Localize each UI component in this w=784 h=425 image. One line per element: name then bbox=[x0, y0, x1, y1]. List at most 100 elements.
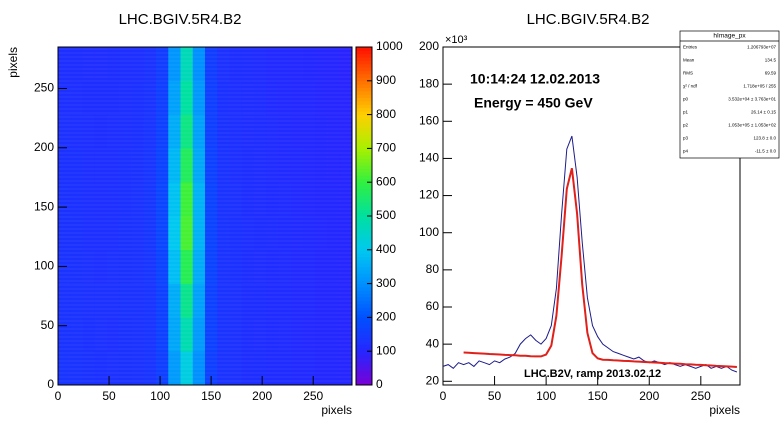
heat-cell bbox=[192, 249, 206, 284]
y-exponent: ×10³ bbox=[445, 34, 468, 46]
heat-cell bbox=[278, 148, 292, 183]
colorbar-segment bbox=[356, 148, 372, 153]
stats-name: p1 bbox=[683, 110, 689, 115]
heat-cell bbox=[82, 47, 96, 82]
annotation: LHC.B2V, ramp 2013.02.12 bbox=[524, 368, 661, 380]
colorbar-segment bbox=[356, 286, 372, 291]
heat-cell bbox=[156, 216, 169, 251]
heat-cell bbox=[180, 80, 194, 115]
heat-cell bbox=[143, 114, 157, 149]
heat-cell bbox=[82, 216, 96, 251]
colorbar-segment bbox=[356, 97, 372, 102]
colorbar-segment bbox=[356, 378, 372, 383]
heat-cell bbox=[303, 148, 316, 183]
heat-cell bbox=[168, 283, 181, 318]
heat-cell bbox=[58, 47, 71, 82]
colorbar-segment bbox=[356, 256, 372, 261]
x-axis-label: pixels bbox=[321, 403, 352, 417]
colorbar-segment bbox=[356, 87, 372, 92]
heat-cell bbox=[254, 80, 267, 115]
heat-cell bbox=[119, 317, 132, 352]
colorbar-segment bbox=[356, 47, 372, 51]
colorbar-segment bbox=[356, 205, 372, 210]
y-tick-label: 120 bbox=[419, 188, 439, 202]
x-tick-label: 200 bbox=[252, 389, 272, 403]
heat-cell bbox=[70, 216, 83, 251]
colorbar-segment bbox=[356, 50, 372, 55]
heat-cell bbox=[241, 47, 255, 82]
annotation: Energy = 450 GeV bbox=[474, 95, 593, 111]
heat-cell bbox=[266, 216, 279, 251]
heat-cell bbox=[94, 182, 108, 217]
stats-name: p4 bbox=[683, 149, 689, 154]
stats-name: RMS bbox=[683, 71, 693, 76]
colorbar-segment bbox=[356, 243, 372, 247]
heat-cell bbox=[327, 351, 341, 386]
heat-cell bbox=[107, 317, 120, 352]
colorbar-segment bbox=[356, 182, 372, 186]
y-tick-label: 100 bbox=[419, 225, 439, 239]
heat-cell bbox=[205, 249, 218, 284]
heat-cell bbox=[339, 114, 353, 149]
chart-title: LHC.BGIV.5R4.B2 bbox=[527, 11, 650, 28]
colorbar-segment bbox=[356, 128, 372, 132]
colorbar-label: 400 bbox=[376, 242, 396, 256]
heat-cell bbox=[217, 216, 230, 251]
heat-cell bbox=[266, 283, 279, 318]
heat-cell bbox=[278, 114, 292, 149]
colorbar-segment bbox=[356, 324, 372, 328]
colorbar-segment bbox=[356, 70, 372, 75]
colorbar-segment bbox=[356, 259, 372, 264]
colorbar-segment bbox=[356, 188, 372, 193]
stats-name: p3 bbox=[683, 136, 689, 141]
heat-cell bbox=[82, 317, 96, 352]
heat-cell bbox=[229, 249, 243, 284]
heat-cell bbox=[254, 249, 267, 284]
x-tick-label: 200 bbox=[639, 389, 659, 403]
heat-cell bbox=[315, 351, 328, 386]
heat-cell bbox=[82, 249, 96, 284]
colorbar-segment bbox=[356, 209, 372, 214]
x-tick-label: 100 bbox=[536, 389, 556, 403]
heat-cell bbox=[229, 114, 243, 149]
heat-cell bbox=[156, 249, 169, 284]
heat-cell bbox=[58, 80, 71, 115]
heat-cell bbox=[303, 182, 316, 217]
heat-cell bbox=[119, 47, 132, 82]
heat-cell bbox=[205, 47, 218, 82]
heat-cell bbox=[156, 80, 169, 115]
annotation: 10:14:24 12.02.2013 bbox=[470, 71, 600, 87]
colorbar-segment bbox=[356, 77, 372, 82]
heat-cell bbox=[278, 47, 292, 82]
colorbar-segment bbox=[356, 175, 372, 180]
heat-cell bbox=[339, 317, 353, 352]
heat-cell bbox=[339, 283, 353, 318]
heat-cell bbox=[143, 216, 157, 251]
colorbar-segment bbox=[356, 151, 372, 156]
heat-cell bbox=[254, 47, 267, 82]
stats-value: 69.59 bbox=[765, 71, 777, 76]
colorbar-segment bbox=[356, 74, 372, 78]
heat-cell bbox=[278, 283, 292, 318]
stats-value: 123.8 ± 0.0 bbox=[754, 136, 777, 141]
heat-cell bbox=[229, 283, 243, 318]
colorbar-segment bbox=[356, 60, 372, 65]
colorbar-segment bbox=[356, 212, 372, 217]
heat-cell bbox=[290, 283, 304, 318]
stats-box bbox=[679, 30, 780, 159]
heat-cell bbox=[217, 317, 230, 352]
colorbar-segment bbox=[356, 357, 372, 362]
heat-cell bbox=[192, 283, 206, 318]
heat-cell bbox=[70, 114, 83, 149]
heat-cell bbox=[315, 80, 328, 115]
heat-cell bbox=[290, 114, 304, 149]
heat-cell bbox=[58, 317, 71, 352]
heat-cell bbox=[156, 47, 169, 82]
heat-cell bbox=[131, 182, 145, 217]
heat-cell bbox=[70, 148, 83, 183]
x-tick-label: 50 bbox=[488, 389, 502, 403]
heat-cell bbox=[217, 148, 230, 183]
colorbar-segment bbox=[356, 334, 372, 339]
heat-cell bbox=[180, 114, 194, 149]
heat-cell bbox=[303, 47, 316, 82]
